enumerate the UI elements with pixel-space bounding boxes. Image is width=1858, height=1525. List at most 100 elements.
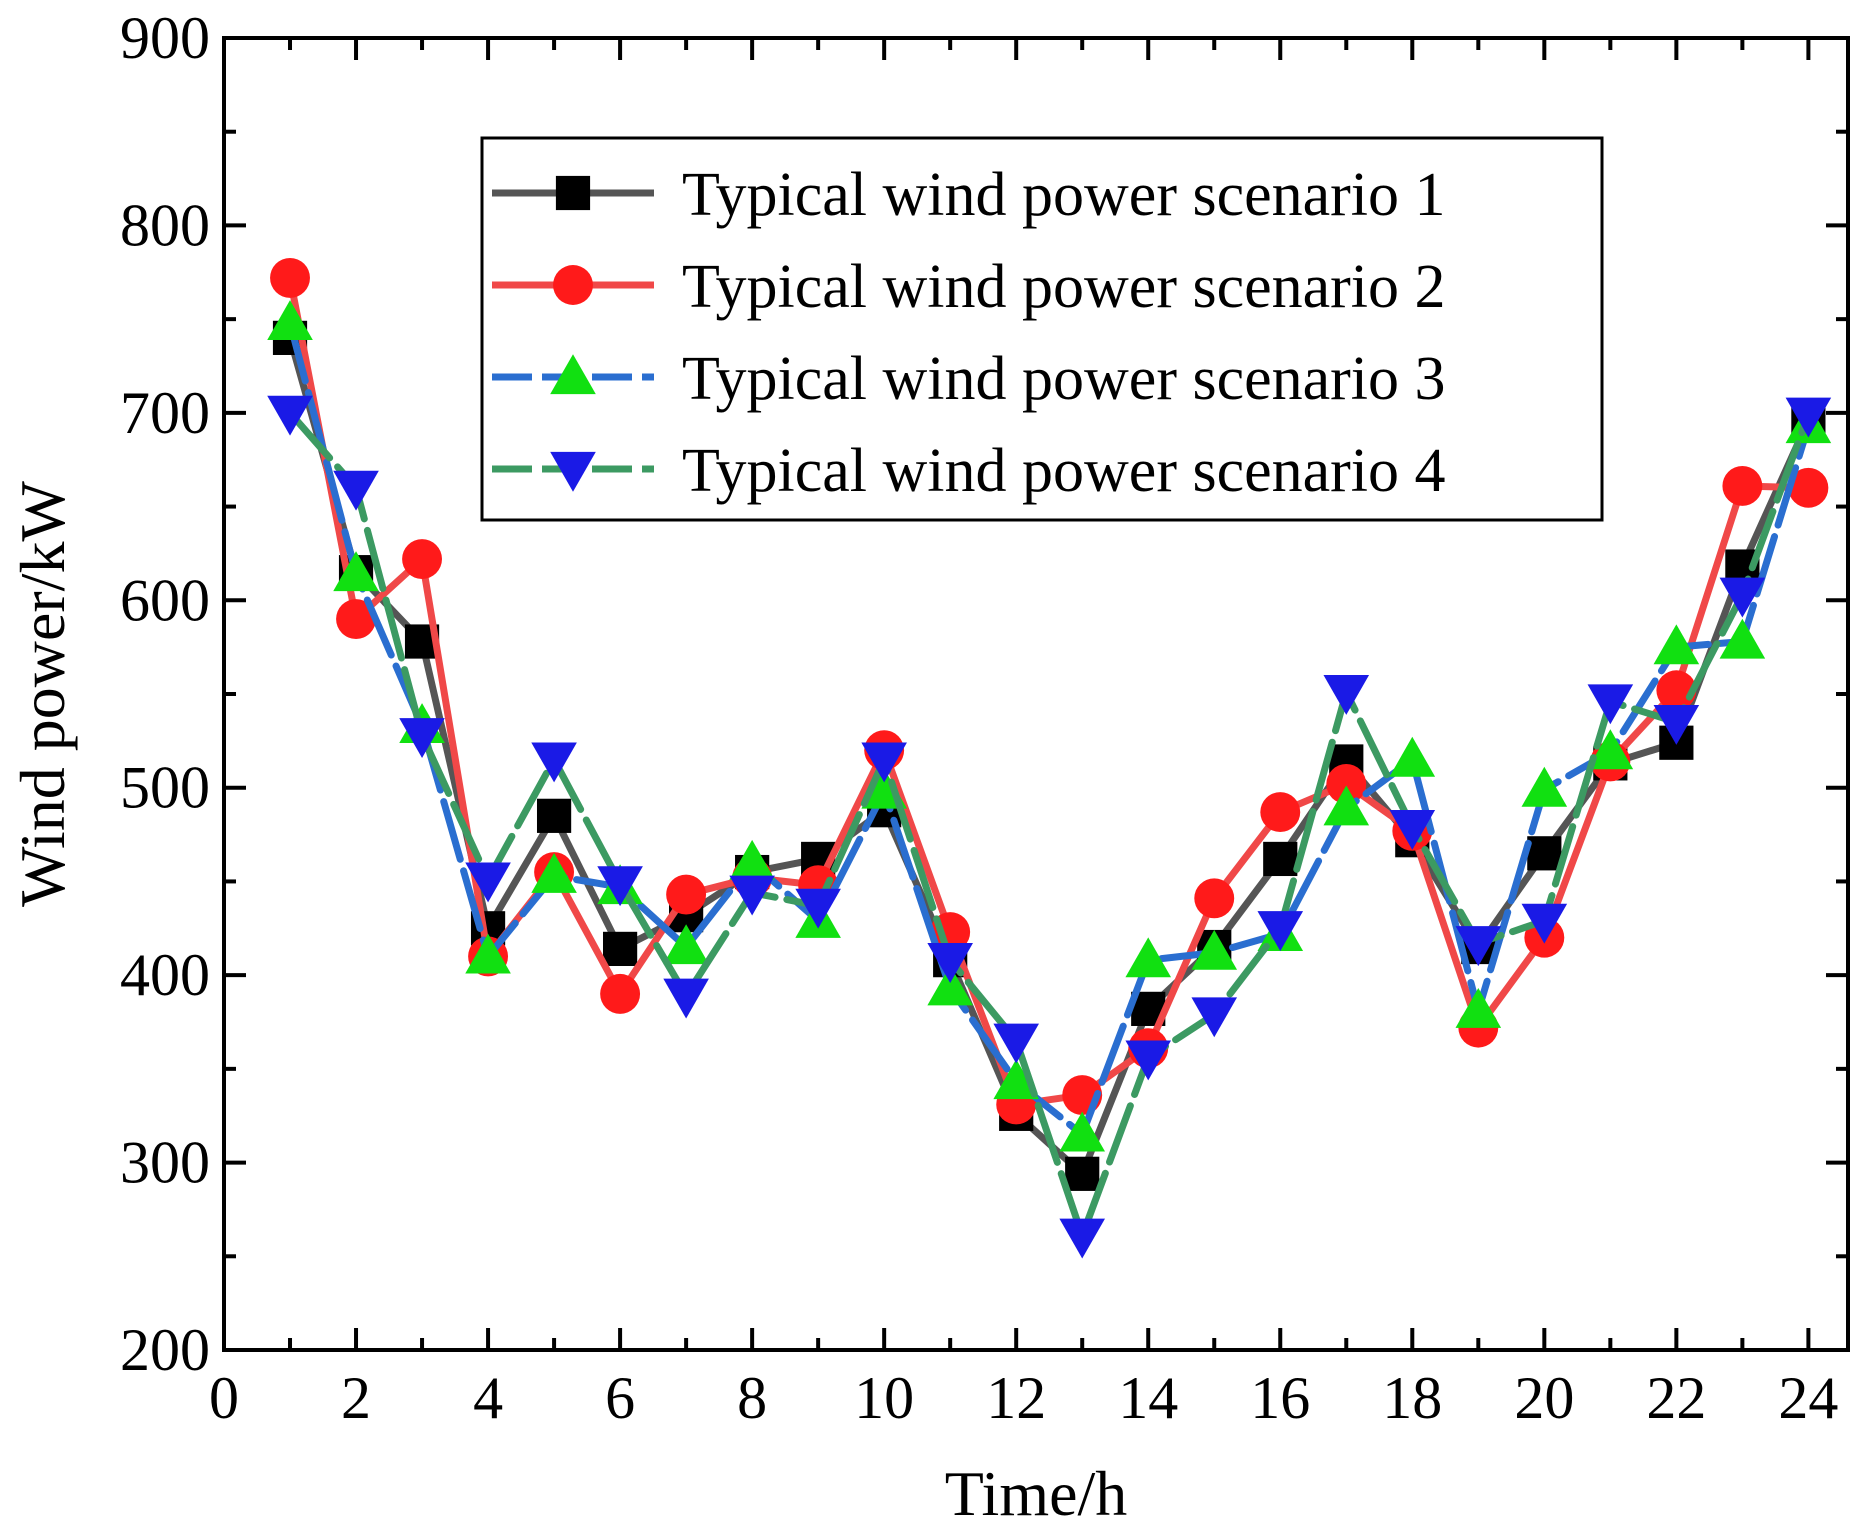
data-point [663,978,709,1019]
legend: Typical wind power scenario 1 Typical win… [480,136,1604,522]
legend-marker [550,451,596,492]
data-point [597,866,643,907]
data-point [1653,705,1700,745]
data-point [1125,1040,1172,1081]
legend-marker [553,265,593,305]
data-point [1065,1156,1100,1191]
data-point [1125,937,1172,978]
data-point [1719,577,1766,618]
data-point [1059,1218,1106,1259]
x-tick-label: 16 [1250,1365,1310,1431]
x-tick-label: 18 [1382,1365,1442,1431]
legend-label: Typical wind power scenario 1 [682,161,1446,229]
y-tick-label: 900 [120,5,210,71]
series-line [286,409,1812,1240]
data-point [1653,624,1700,665]
x-tick-label: 24 [1778,1365,1838,1431]
data-point [1257,911,1304,952]
data-point [993,1023,1039,1064]
data-point [1194,878,1235,919]
y-tick-label: 400 [120,942,210,1008]
data-point [336,599,376,639]
data-point [267,300,313,340]
data-point [531,742,577,783]
y-axis-title: Wind power/kW [7,481,78,907]
data-point [1260,792,1301,833]
data-point [1326,764,1367,804]
axes: 0 2 4 6 8 10 12 14 16 18 20 22 242003004005006007008… [7,5,1850,1525]
data-point [1656,670,1697,711]
y-tick-label: 200 [120,1317,210,1383]
data-point [1788,467,1829,508]
data-point [536,798,572,833]
x-tick-label: 14 [1118,1365,1178,1431]
y-tick-label: 300 [120,1130,210,1196]
data-point [1455,987,1502,1028]
data-point [663,924,709,965]
data-point [1527,836,1562,871]
y-tick-label: 800 [120,192,210,258]
legend-label: Typical wind power scenario 2 [682,253,1446,321]
data-point [1521,903,1568,944]
data-point [1263,841,1298,877]
data-point [1722,466,1763,506]
data-point [795,888,841,929]
data-point [1389,809,1436,850]
data-point [729,839,775,880]
data-point [729,875,775,916]
data-point [1323,785,1370,826]
x-tick-label: 12 [986,1365,1046,1431]
data-point [399,718,445,759]
x-tick-label: 0 [209,1365,239,1431]
legend-label: Typical wind power scenario 3 [682,345,1446,413]
legend-entry-1: Typical wind power scenario 1 [492,161,1446,229]
legend-label: Typical wind power scenario 4 [682,437,1446,505]
data-point [1587,729,1634,770]
data-point [1719,618,1766,659]
data-point [666,874,707,915]
data-point [333,551,379,592]
data-point [333,470,379,511]
x-tick-label: 6 [605,1365,635,1431]
x-tick-label: 22 [1646,1365,1706,1431]
y-tick-label: 600 [120,567,210,633]
series-4 [267,395,1832,1259]
data-point [1323,675,1370,715]
legend-marker [555,175,591,211]
data-point [927,965,973,1006]
data-point [1191,929,1238,970]
data-point [861,742,907,783]
data-point [1587,684,1634,725]
legend-entry-3: Typical wind power scenario 3 [492,345,1446,413]
x-tick-label: 4 [473,1365,503,1431]
legend-marker [550,354,596,395]
x-tick-label: 10 [854,1365,914,1431]
data-point [1521,766,1568,807]
data-point [1785,397,1832,438]
data-point [993,1059,1039,1100]
legend-entry-4: Typical wind power scenario 4 [492,437,1446,505]
data-point [602,931,638,967]
data-point [1191,997,1238,1038]
data-point [465,862,511,903]
data-point [465,933,511,974]
data-point [600,973,641,1014]
x-tick-label: 2 [341,1365,371,1431]
data-point [1389,736,1436,777]
legend-box [480,136,1604,522]
x-tick-label: 20 [1514,1365,1574,1431]
data-point [267,395,313,436]
y-tick-label: 500 [120,755,210,821]
data-point [270,257,310,298]
data-point [927,943,973,983]
data-point [402,539,442,580]
data-point [1059,1111,1106,1152]
y-tick-label: 700 [120,380,210,446]
legend-entry-2: Typical wind power scenario 2 [492,253,1446,321]
x-tick-label: 8 [737,1365,767,1431]
data-point [1455,926,1502,967]
series-layer [267,257,1832,1259]
data-point [531,853,577,893]
x-axis-title: Time/h [945,1458,1128,1525]
